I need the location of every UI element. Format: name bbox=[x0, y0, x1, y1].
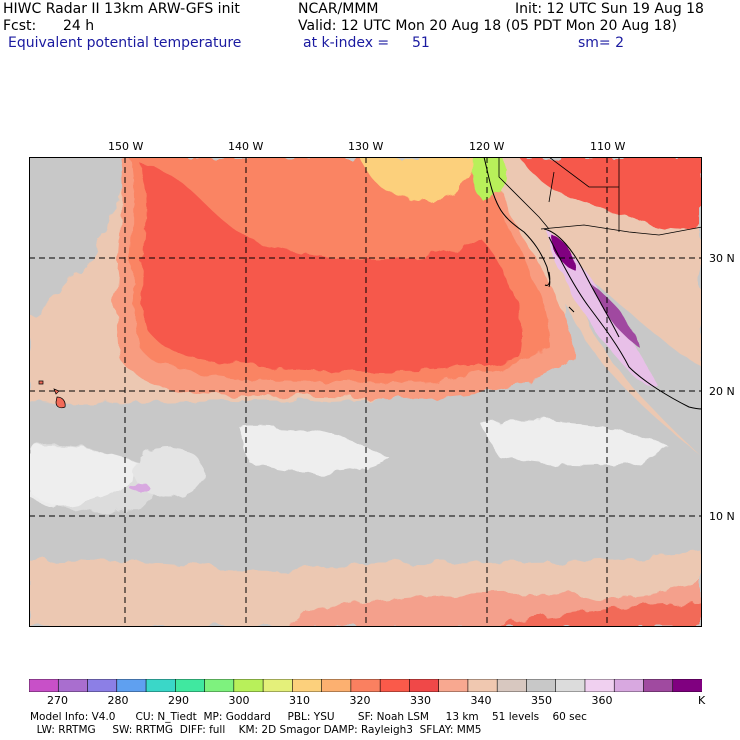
field-name: Equivalent potential temperature bbox=[8, 35, 242, 51]
lon-label-130w: 130 W bbox=[348, 140, 384, 153]
colorbar-swatch bbox=[116, 679, 147, 692]
colorbar-swatch bbox=[292, 679, 323, 692]
north-america-coastline bbox=[483, 157, 702, 410]
colorbar-tick-label: 330 bbox=[410, 694, 431, 707]
map-frame bbox=[29, 157, 702, 627]
graticule bbox=[29, 157, 702, 627]
colorbar-swatch bbox=[175, 679, 206, 692]
field-baja-purple bbox=[549, 232, 577, 272]
field-gulf-purple bbox=[589, 282, 639, 347]
colorbar-swatch bbox=[496, 679, 528, 692]
valid-time: Valid: 12 UTC Mon 20 Aug 18 (05 PDT Mon … bbox=[298, 18, 677, 34]
colorbar-tick-label: 310 bbox=[289, 694, 310, 707]
interior-border bbox=[548, 157, 620, 232]
mexico-border bbox=[540, 224, 702, 236]
lon-label-110w: 110 W bbox=[590, 140, 626, 153]
colorbar-swatch bbox=[672, 679, 702, 692]
field-yellow-north bbox=[359, 157, 479, 202]
colorbar-swatch bbox=[57, 679, 89, 692]
colorbar-swatch bbox=[233, 679, 264, 692]
colorbar-swatch bbox=[438, 679, 469, 692]
model-info-line2: LW: RRTMG SW: RRTMG DIFF: full KM: 2D Sm… bbox=[30, 724, 482, 736]
field-south-red bbox=[499, 602, 702, 627]
colorbar-tick-label: 340 bbox=[470, 694, 492, 707]
forecast-hour: 24 h bbox=[63, 18, 95, 34]
field-storm-light bbox=[134, 447, 204, 497]
state-border bbox=[498, 157, 550, 230]
colorbar-tick-label: 300 bbox=[228, 694, 250, 707]
colorbar-tick-label: 320 bbox=[349, 694, 371, 707]
colorbar-swatch bbox=[204, 679, 235, 692]
colorbar-swatch bbox=[467, 679, 498, 692]
lat-label-10n: 10 N bbox=[709, 510, 735, 523]
colorbar-swatch bbox=[584, 679, 616, 692]
colorbar-swatch bbox=[350, 679, 381, 692]
colorbar-tick-label: 280 bbox=[107, 694, 129, 707]
colorbar-swatch bbox=[613, 679, 645, 692]
run-title: HIWC Radar II 13km ARW-GFS init bbox=[3, 1, 240, 17]
field-north-gray bbox=[29, 157, 129, 317]
colorbar-tick-label: 270 bbox=[47, 694, 68, 707]
field-red-core bbox=[139, 162, 522, 372]
field-land-red-northeast bbox=[519, 157, 702, 230]
colorbar-tick-label: 350 bbox=[531, 694, 552, 707]
colorbar-tick-label: 290 bbox=[168, 694, 189, 707]
colorbar-swatch bbox=[555, 679, 586, 692]
model-info-line1: Model Info: V4.0 CU: N_Tiedt MP: Goddard… bbox=[30, 711, 587, 723]
colorbar-labels: 270 280 290 300 310 320 330 340 350 360 K bbox=[29, 694, 719, 708]
init-time: Init: 12 UTC Sun 19 Aug 18 bbox=[515, 1, 704, 17]
theta-e-map bbox=[29, 157, 702, 627]
colorbar-swatch bbox=[643, 679, 674, 692]
colorbar-tick-label: 360 bbox=[591, 694, 613, 707]
colorbar-unit: K bbox=[698, 694, 706, 707]
level-label: at k-index = bbox=[303, 35, 390, 51]
field-storm-core bbox=[129, 483, 149, 491]
colorbar-swatch bbox=[87, 679, 118, 692]
forecast-label: Fcst: bbox=[3, 18, 37, 34]
lon-label-120w: 120 W bbox=[469, 140, 505, 153]
lat-label-30n: 30 N bbox=[709, 252, 735, 265]
field-land-peach-northeast bbox=[589, 217, 702, 367]
colorbar-swatch bbox=[526, 679, 557, 692]
organization: NCAR/MMM bbox=[298, 1, 379, 17]
colorbar bbox=[29, 679, 702, 692]
colorbar-swatch bbox=[409, 679, 440, 692]
lon-label-140w: 140 W bbox=[228, 140, 264, 153]
smoothing: sm= 2 bbox=[578, 35, 625, 51]
field-white-central bbox=[239, 426, 389, 473]
field-white-east bbox=[479, 420, 669, 466]
colorbar-swatch bbox=[29, 679, 60, 692]
colorbar-swatch bbox=[145, 679, 177, 692]
field-green-coast bbox=[472, 157, 506, 202]
field-white-west bbox=[29, 446, 149, 507]
colorbar-swatch bbox=[321, 679, 352, 692]
colorbar-swatch bbox=[262, 679, 294, 692]
lat-label-20n: 20 N bbox=[709, 385, 735, 398]
lon-label-150w: 150 W bbox=[108, 140, 144, 153]
level-value: 51 bbox=[412, 35, 430, 51]
colorbar-swatch bbox=[379, 679, 411, 692]
